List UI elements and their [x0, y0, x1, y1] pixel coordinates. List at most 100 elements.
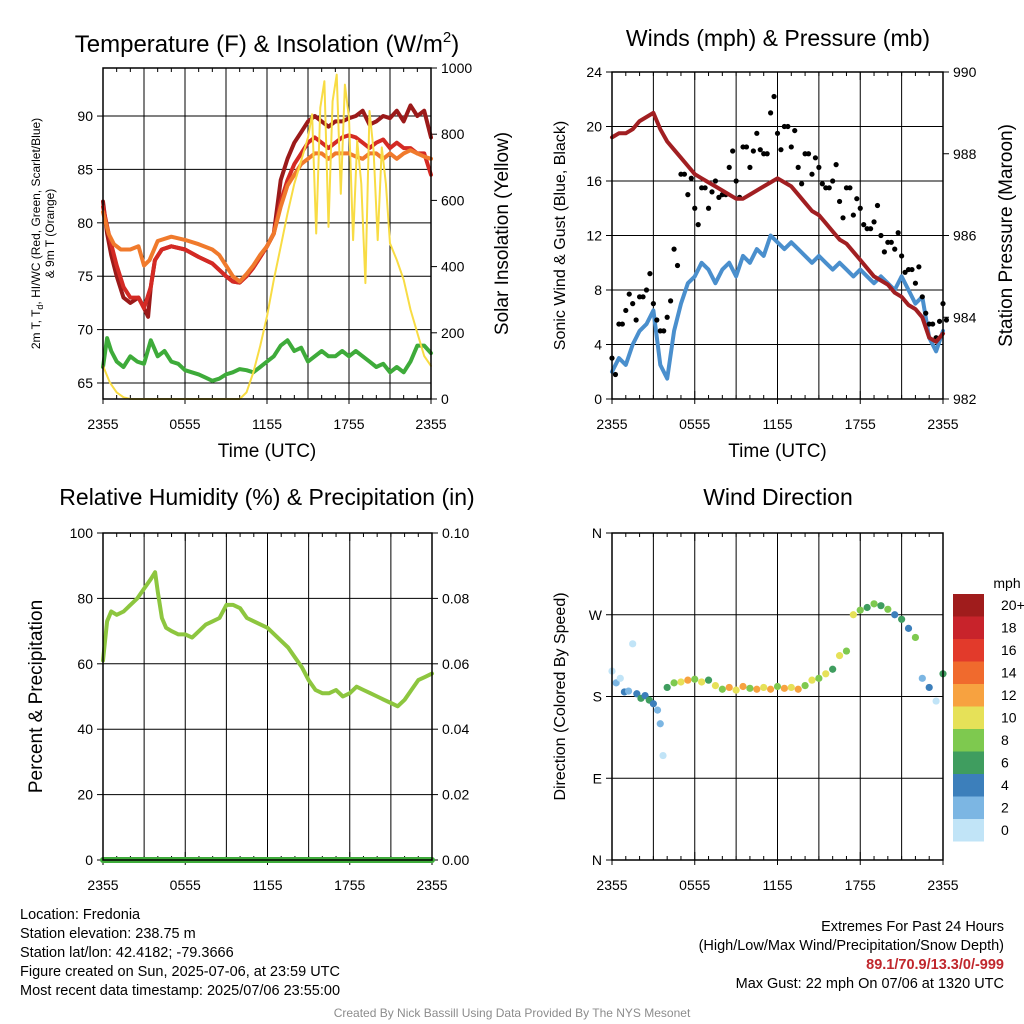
direction-point	[787, 683, 795, 692]
direction-point	[808, 676, 816, 684]
direction-point	[698, 678, 706, 686]
legend-swatch	[953, 594, 984, 617]
y-tick-label: 12	[586, 228, 602, 244]
chart-title: Wind Direction	[703, 484, 853, 510]
series-point	[861, 222, 867, 228]
y-right-tick-label: 990	[953, 64, 977, 80]
series-point	[640, 294, 646, 300]
x-tick-label: 2355	[927, 877, 958, 893]
direction-point	[891, 611, 899, 619]
plot-frame	[611, 532, 944, 861]
y-right-tick-label: 0.10	[442, 525, 469, 541]
legend-label: 6	[1001, 755, 1009, 771]
station-elevation: Station elevation: 238.75 m	[20, 926, 196, 942]
series-point	[661, 328, 667, 334]
direction-point	[884, 605, 892, 613]
x-tick-label: 1155	[762, 877, 792, 893]
legend-swatch	[953, 616, 984, 639]
series-point	[702, 185, 708, 191]
x-tick-label: 2355	[927, 416, 958, 432]
legend-label: 10	[1001, 710, 1017, 726]
y-tick-label: 100	[70, 525, 94, 541]
y-right-tick-label: 1000	[441, 60, 472, 76]
y-right-tick-label: 988	[953, 146, 977, 162]
series-point	[857, 205, 863, 211]
y-right-tick-label: 0	[441, 391, 449, 407]
legend-swatch	[953, 751, 984, 774]
x-tick-label: 2355	[87, 877, 118, 893]
series-point	[840, 215, 846, 221]
legend-title: mph	[993, 575, 1020, 591]
x-tick-label: 2355	[87, 416, 118, 432]
direction-point	[653, 706, 662, 714]
legend-label: 8	[1001, 732, 1009, 748]
direction-point	[725, 683, 733, 692]
direction-point	[670, 679, 678, 687]
y-right-tick-label: 400	[441, 259, 465, 275]
series-line	[610, 110, 945, 344]
series-point	[830, 178, 836, 184]
direction-point	[918, 674, 926, 682]
series-point	[799, 181, 805, 187]
series-point	[874, 202, 881, 209]
series-point	[671, 246, 677, 252]
direction-point	[780, 684, 788, 692]
series-point	[819, 181, 825, 187]
series-point	[688, 175, 694, 181]
y-axis-label: Sonic Wind & Gust (Blue, Black)	[552, 121, 569, 350]
series-point	[805, 151, 812, 157]
series-point	[726, 164, 732, 170]
direction-point	[863, 603, 871, 612]
series-point	[743, 144, 750, 150]
series-point	[930, 321, 936, 327]
station-location: Location: Fredonia	[20, 907, 141, 923]
series-point	[757, 147, 763, 153]
series-point	[923, 310, 929, 316]
extremes-info: Extremes For Past 24 Hours (High/Low/Max…	[699, 918, 1004, 994]
x-tick-label: 2355	[596, 416, 627, 432]
series-point	[836, 198, 843, 205]
x-tick-label: 2355	[596, 877, 627, 893]
plot-frame	[102, 532, 433, 861]
legend-label: 2	[1001, 800, 1009, 816]
direction-point	[877, 602, 885, 610]
y-tick-label: 20	[77, 787, 93, 803]
y-tick-label: 0	[594, 391, 602, 407]
direction-point	[911, 633, 920, 642]
y-right-tick-label: 800	[441, 126, 465, 142]
direction-point	[612, 679, 620, 687]
series-point	[943, 317, 950, 323]
direction-point	[829, 665, 837, 673]
legend-swatch	[953, 661, 984, 684]
series-point	[771, 93, 777, 100]
direction-point	[677, 678, 685, 686]
series-point	[733, 178, 739, 184]
x-tick-label: 1755	[845, 877, 876, 893]
y-tick-label: 0	[85, 852, 93, 868]
direction-point	[704, 676, 713, 684]
series-point	[730, 148, 736, 154]
series-point	[881, 249, 887, 255]
y-tick-label: 90	[77, 108, 93, 124]
x-axis-label: Time (UTC)	[218, 441, 317, 462]
x-tick-label: 1755	[845, 416, 876, 432]
x-tick-label: 2355	[415, 416, 446, 432]
series-point	[626, 291, 632, 297]
chart-title: Relative Humidity (%) & Precipitation (i…	[59, 484, 474, 510]
series-point	[612, 371, 619, 378]
direction-point	[629, 640, 637, 648]
legend-label: 14	[1001, 665, 1017, 681]
plot-frame	[611, 71, 944, 400]
y-tick-label: 75	[77, 268, 93, 284]
chart-panel-2: Winds (mph) & Pressure (mb) 0 4 8 12 16 20 24 98…	[552, 25, 1017, 462]
y-tick-label: 20	[586, 119, 602, 135]
plot-frame	[102, 67, 432, 400]
series-point	[643, 287, 650, 293]
series-point	[912, 280, 919, 286]
y-right-axis-label: Solar Insolation (Yellow)	[492, 132, 513, 335]
legend-swatch	[953, 639, 984, 662]
credit-line: Created By Nick Bassill Using Data Provi…	[333, 1006, 691, 1020]
y-right-axis-label: Station Pressure (Maroon)	[996, 124, 1017, 347]
series-point	[816, 164, 822, 170]
